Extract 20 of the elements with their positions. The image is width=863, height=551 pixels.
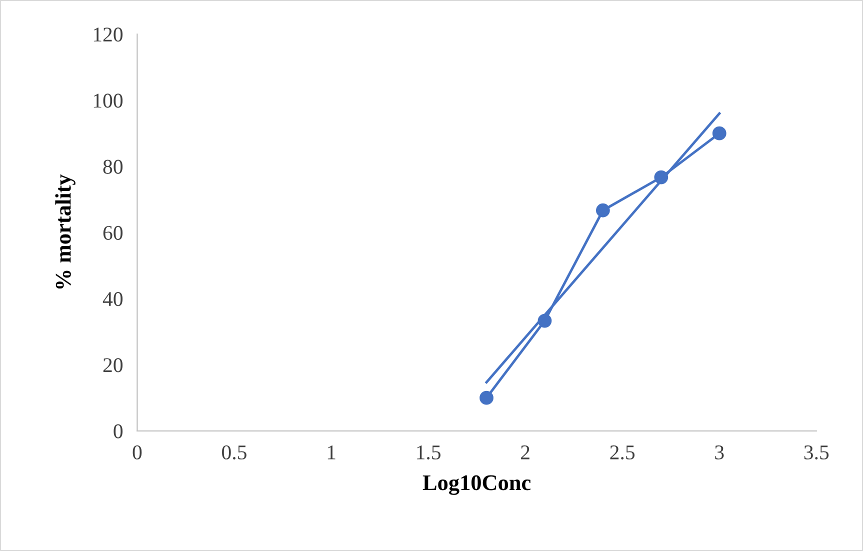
x-tick-label: 3 xyxy=(715,445,724,460)
point xyxy=(480,390,494,405)
y-tick-label: 20 xyxy=(103,358,123,372)
y-tick-label: 120 xyxy=(94,28,123,42)
x-tick-label: 0 xyxy=(132,445,142,460)
y-tick-label: 80 xyxy=(103,160,123,174)
point xyxy=(596,203,610,218)
x-tick-label: 2 xyxy=(521,445,530,460)
y-tick-label: 100 xyxy=(94,94,123,108)
y-tick-label: 60 xyxy=(103,226,123,240)
y-tick-label: 40 xyxy=(102,292,123,306)
x-axis-title: Log10Conc xyxy=(422,475,531,495)
x-tick-label: 0.5 xyxy=(222,445,246,460)
x-tick-label: 1 xyxy=(328,445,336,460)
x-tick-label: 2.5 xyxy=(610,445,635,460)
point xyxy=(712,126,726,140)
x-tick-label: 1.5 xyxy=(417,445,440,460)
y-tick-label: 0 xyxy=(114,424,123,438)
y-axis-title: % mortality xyxy=(55,174,76,289)
x-tick-label: 3.5 xyxy=(804,445,829,460)
